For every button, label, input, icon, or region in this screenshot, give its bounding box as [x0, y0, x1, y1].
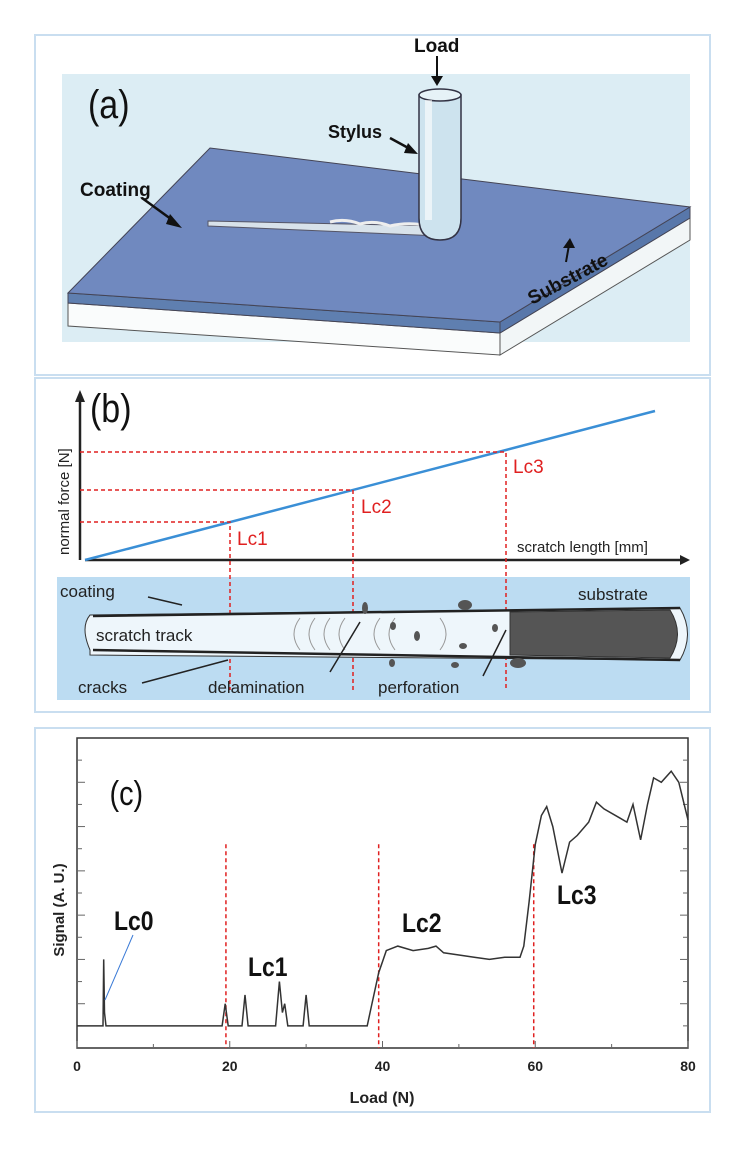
- lc2-label: Lc2: [361, 497, 392, 518]
- force-line: [84, 409, 656, 562]
- panel-c-tag: (c): [109, 774, 143, 813]
- x-ticks: 0 20 40 60 80: [73, 1041, 696, 1074]
- stylus-arrowhead-icon: [404, 143, 418, 154]
- cracks-label: cracks: [78, 678, 127, 697]
- x-tick-label: 80: [680, 1058, 696, 1074]
- x-tick-label: 40: [375, 1058, 391, 1074]
- x-tick-label: 20: [222, 1058, 238, 1074]
- substrate-track-label: substrate: [578, 585, 648, 604]
- stylus-label: Stylus: [328, 122, 382, 142]
- x-axis-arrow-icon: [680, 555, 690, 565]
- load-arrowhead-icon: [431, 76, 443, 86]
- lc3-annotation: Lc3: [557, 880, 597, 910]
- y-axis-label: normal force [N]: [56, 448, 73, 555]
- coating-pointer: [147, 596, 183, 606]
- lc0-pointer: [104, 934, 134, 1001]
- lc1-label: Lc1: [237, 529, 268, 550]
- coating-track-label: coating: [60, 582, 115, 601]
- load-label: Load: [414, 36, 459, 57]
- delamination-pointer: [329, 621, 361, 673]
- scratch-track: [84, 600, 688, 668]
- panel-b: Lc1 Lc2 Lc3 (b) normal force [N] scratch…: [34, 377, 711, 713]
- cracks-pointer: [141, 659, 229, 684]
- panel-c: 0 20 40 60 80 (c) Lc0 Lc1 Lc2 Lc3 Signal (A.…: [34, 727, 711, 1113]
- lc2-annotation: Lc2: [402, 908, 442, 938]
- delamination-label: delamination: [208, 678, 304, 697]
- y-axis-label: Signal (A. U.): [51, 863, 68, 956]
- substrate-arrowhead-icon: [563, 238, 575, 248]
- y-axis-arrow-icon: [75, 390, 85, 402]
- x-tick-label: 60: [527, 1058, 543, 1074]
- lc3-label: Lc3: [513, 457, 544, 478]
- coating-top: [66, 147, 692, 323]
- lc0-annotation: Lc0: [114, 906, 154, 936]
- panel-a-tag: (a): [88, 81, 130, 126]
- coating-label: Coating: [80, 180, 151, 201]
- perforation-pointer: [482, 629, 507, 677]
- scratch-track-label: scratch track: [96, 626, 193, 645]
- perforation-label: perforation: [378, 678, 459, 697]
- panel-b-tag: (b): [90, 385, 132, 430]
- coating-arrowhead-icon: [166, 214, 182, 228]
- x-axis-label: Load (N): [350, 1090, 415, 1107]
- lc1-annotation: Lc1: [248, 952, 288, 982]
- panel-a: (a) Load Stylus Coating Substrate: [34, 34, 711, 376]
- x-tick-label: 0: [73, 1058, 81, 1074]
- x-axis-label: scratch length [mm]: [517, 539, 648, 556]
- scratch-debris: [329, 218, 436, 229]
- perforated-area: [509, 609, 678, 659]
- stylus: [418, 88, 462, 241]
- signal-series-line: [77, 769, 689, 1027]
